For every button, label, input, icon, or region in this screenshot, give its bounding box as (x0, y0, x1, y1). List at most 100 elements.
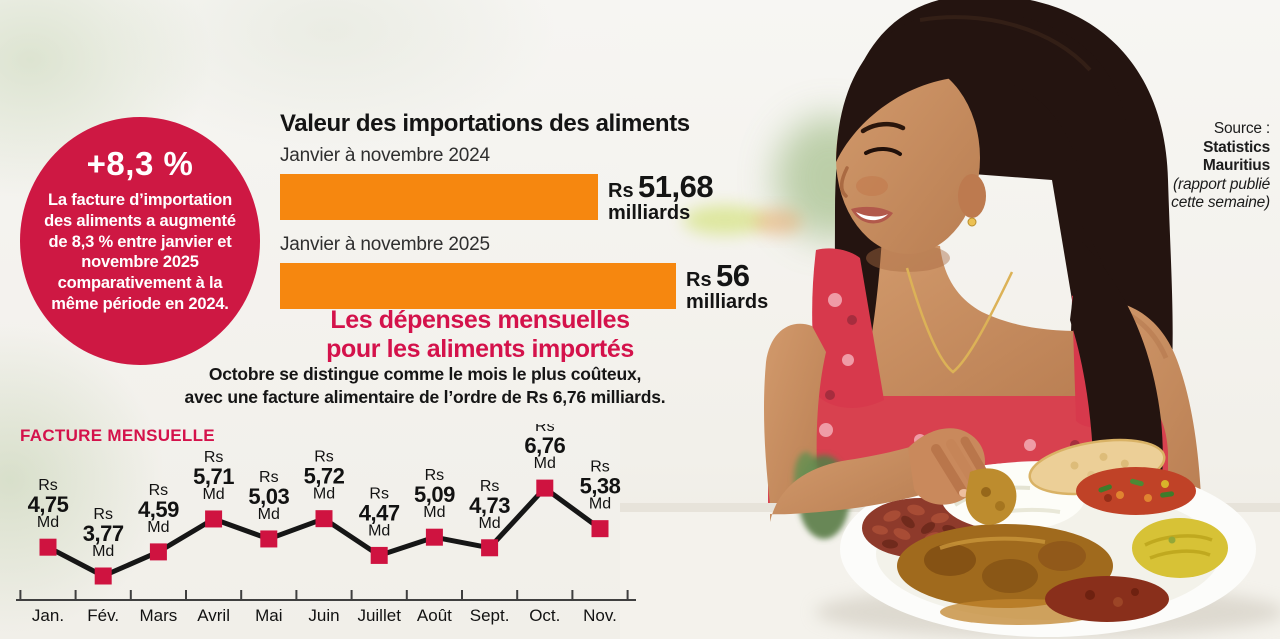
value-prefix-1: Rs (93, 506, 113, 523)
value-suffix-8: Md (478, 515, 500, 532)
slaw-strands (1144, 534, 1213, 560)
veg-detail (1098, 478, 1175, 502)
curry-chunk (982, 559, 1038, 593)
value-label-8: 4,73 (469, 493, 510, 518)
bean-detail-dark (882, 515, 958, 549)
x-axis-label-Oct.: Oct. (529, 606, 560, 625)
imports-bar-chart: Valeur des importations des aliments Jan… (280, 110, 800, 312)
value-suffix-2: Md (147, 519, 169, 536)
data-point-Avril (205, 510, 223, 528)
value-prefix-9: Rs (535, 424, 555, 435)
forearm (770, 447, 924, 522)
unit-label: milliards (608, 201, 691, 224)
bar-label-2024: Janvier à novembre 2024 (280, 145, 490, 166)
x-axis-label-Mars: Mars (140, 606, 178, 625)
value-suffix-5: Md (313, 486, 335, 503)
monthly-section-title: Les dépenses mensuelles pour les aliment… (240, 306, 720, 364)
counter-item-blur (754, 209, 802, 235)
value-label-6: 4,47 (359, 500, 400, 525)
right-forearm-hand (770, 428, 1017, 525)
x-axis-label-Nov.: Nov. (583, 606, 617, 625)
hair-shine (919, 15, 1092, 72)
value-suffix-10: Md (589, 496, 611, 513)
neck-chest (858, 238, 1104, 398)
food-yellow-slaw (1132, 518, 1228, 578)
bar-label-2025: Janvier à novembre 2025 (280, 234, 490, 255)
monthly-line-chart: Rs4,75MdJan.Rs3,77MdFév.Rs4,59MdMarsRs5,… (16, 424, 636, 625)
held-food-detail (981, 487, 991, 497)
data-point-Mai (260, 530, 278, 548)
value-label-1: 3,77 (83, 521, 124, 546)
value-prefix-3: Rs (204, 449, 224, 466)
cheek (856, 176, 888, 196)
value-prefix-4: Rs (259, 469, 279, 486)
teeth (856, 212, 888, 221)
held-food-detail (995, 501, 1005, 511)
value-prefix-7: Rs (425, 467, 445, 484)
x-axis-label-Mai: Mai (255, 606, 282, 625)
ear (958, 174, 986, 218)
data-point-Oct. (536, 479, 554, 497)
increase-badge: +8,3 % La facture d’importation des alim… (20, 117, 260, 365)
bar-value-2025: Rs 56 milliards (686, 260, 768, 312)
unit-label: milliards (686, 290, 769, 313)
value-suffix-0: Md (37, 514, 59, 531)
photo-woman-eating (620, 0, 1280, 639)
source-note-line1: (rapport publié (1173, 175, 1270, 193)
x-axis-label-Fév.: Fév. (87, 606, 119, 625)
curry-chunk (924, 544, 976, 576)
bar-row-2024: Rs 51,68 milliards (280, 171, 800, 223)
held-food (965, 468, 1017, 525)
value-prefix-5: Rs (314, 449, 334, 466)
x-axis-label-Sept.: Sept. (470, 606, 510, 625)
value-suffix-9: Md (534, 455, 556, 472)
value-prefix-2: Rs (149, 482, 169, 499)
finger (931, 444, 967, 496)
bar-chart-title: Valeur des importations des aliments (280, 110, 690, 137)
x-axis-label-Août: Août (417, 606, 452, 625)
value-prefix-10: Rs (590, 459, 610, 476)
value-prefix-0: Rs (38, 477, 58, 494)
value-label-9: 6,76 (524, 433, 565, 458)
monthly-title-line2: pour les aliments importés (326, 335, 634, 363)
monthly-title-line1: Les dépenses mensuelles (330, 306, 630, 334)
value-label-0: 4,75 (28, 492, 69, 517)
masala-detail (1131, 588, 1139, 596)
value-label-5: 5,72 (304, 464, 345, 489)
x-axis-label-Avril: Avril (197, 606, 230, 625)
source-note: Source : Statistics Mauritius (rapport p… (1130, 120, 1270, 213)
eye (864, 147, 902, 156)
bar-row-2025: Rs 56 milliards (280, 260, 800, 312)
masala-detail (1085, 590, 1095, 600)
slaw-green (1168, 536, 1176, 544)
data-point-Sept. (481, 539, 499, 557)
value-label-3: 5,71 (193, 464, 234, 489)
badge-body: La facture d’importation des aliments a … (44, 191, 236, 313)
x-axis-label-Jan.: Jan. (32, 606, 64, 625)
plate-of-food (815, 438, 1280, 638)
value-prefix-8: Rs (480, 478, 500, 495)
value-2024: 51,68 (638, 169, 714, 204)
eyebrow (860, 121, 906, 134)
currency-label: Rs (686, 269, 712, 291)
monthly-subtitle-line1: Octobre se distingue comme le mois le pl… (208, 364, 642, 384)
value-label-4: 5,03 (248, 484, 289, 509)
data-point-Nov. (591, 520, 609, 538)
top-strap-left (812, 248, 884, 408)
curry-chunk (1038, 541, 1086, 571)
masala-detail (1113, 597, 1123, 607)
lips (851, 206, 893, 224)
x-axis-label-Juin: Juin (308, 606, 339, 625)
value-label-10: 5,38 (580, 474, 621, 499)
value-label-7: 5,09 (414, 482, 455, 507)
line-chart-title: FACTURE MENSUELLE (20, 426, 215, 445)
data-point-Fév. (94, 567, 112, 585)
x-axis-label-Juillet: Juillet (357, 606, 401, 625)
source-label: Source : (1213, 120, 1270, 137)
monthly-section-subtitle: Octobre se distingue comme le mois le pl… (130, 363, 720, 409)
curry-highlight (939, 536, 1046, 550)
earring (967, 217, 977, 227)
value-suffix-7: Md (423, 504, 445, 521)
monthly-subtitle-line2: avec une facture alimentaire de l’ordre … (184, 387, 666, 408)
